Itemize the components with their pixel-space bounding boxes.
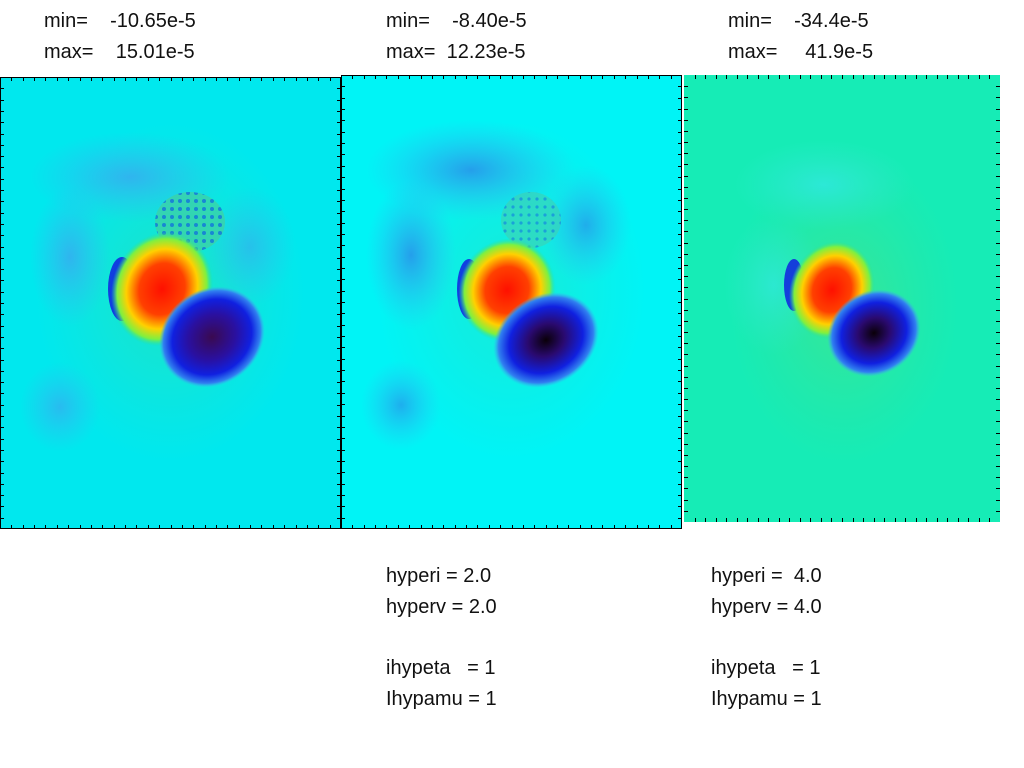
panel3-param-ihypeta: ihypeta = 1: [711, 657, 821, 679]
panel3-max-label: max= 41.9e-5: [728, 41, 874, 63]
panel3-param-ihypamu: Ihypamu = 1: [711, 688, 822, 710]
axis-ticks: [684, 75, 1000, 522]
axis-ticks: [341, 75, 682, 529]
panel1-min-label: min= -10.65e-5: [44, 10, 196, 32]
axis-ticks: [0, 77, 341, 529]
panel2-param-hyperv: hyperv = 2.0: [386, 596, 497, 618]
panel3-contour-plot: [684, 75, 1000, 522]
panel2-param-ihypamu: Ihypamu = 1: [386, 688, 497, 710]
panel3-min-label: min= -34.4e-5: [728, 10, 869, 32]
panel2-max-label: max= 12.23e-5: [386, 41, 526, 63]
panel2-param-ihypeta: ihypeta = 1: [386, 657, 496, 679]
panel2-contour-plot: [341, 75, 682, 529]
panel1-max-label: max= 15.01e-5: [44, 41, 195, 63]
panel3-param-hyperi: hyperi = 4.0: [711, 565, 822, 587]
panel3-param-hyperv: hyperv = 4.0: [711, 596, 822, 618]
panel2-param-hyperi: hyperi = 2.0: [386, 565, 492, 587]
panel2-min-label: min= -8.40e-5: [386, 10, 527, 32]
panel1-contour-plot: [0, 77, 341, 529]
